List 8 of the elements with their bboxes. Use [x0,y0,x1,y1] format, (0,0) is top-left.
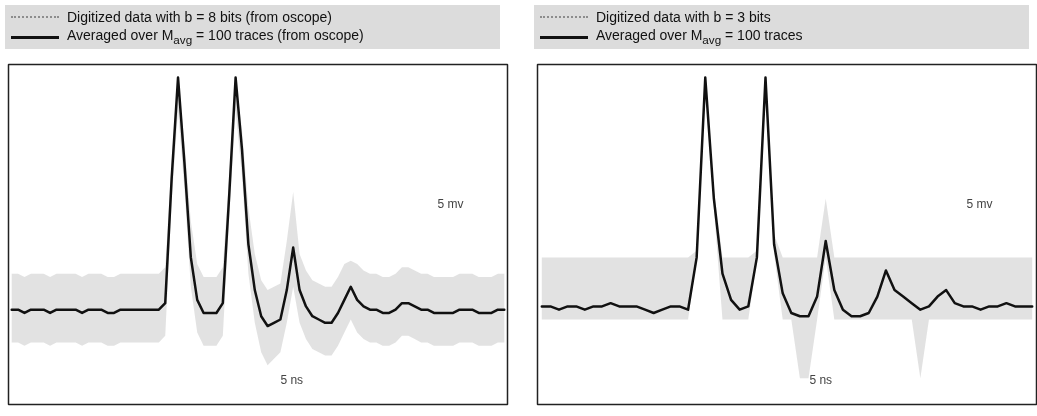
legend-label: Digitized data with b = 3 bits [596,8,771,27]
annotation: 5 ns [280,372,304,387]
legend-label: Averaged over M$_{avg}$ = 100 traces [596,26,803,49]
annotation: 5 mv [966,196,993,211]
annotation: 5 mv [437,196,464,211]
annotation: 5 ns [809,372,833,387]
legend-label: Averaged over M$_{avg}$ = 100 traces (from oscope) [67,26,364,49]
legend-label: Digitized data with b = 8 bits (from oscope) [67,8,332,27]
